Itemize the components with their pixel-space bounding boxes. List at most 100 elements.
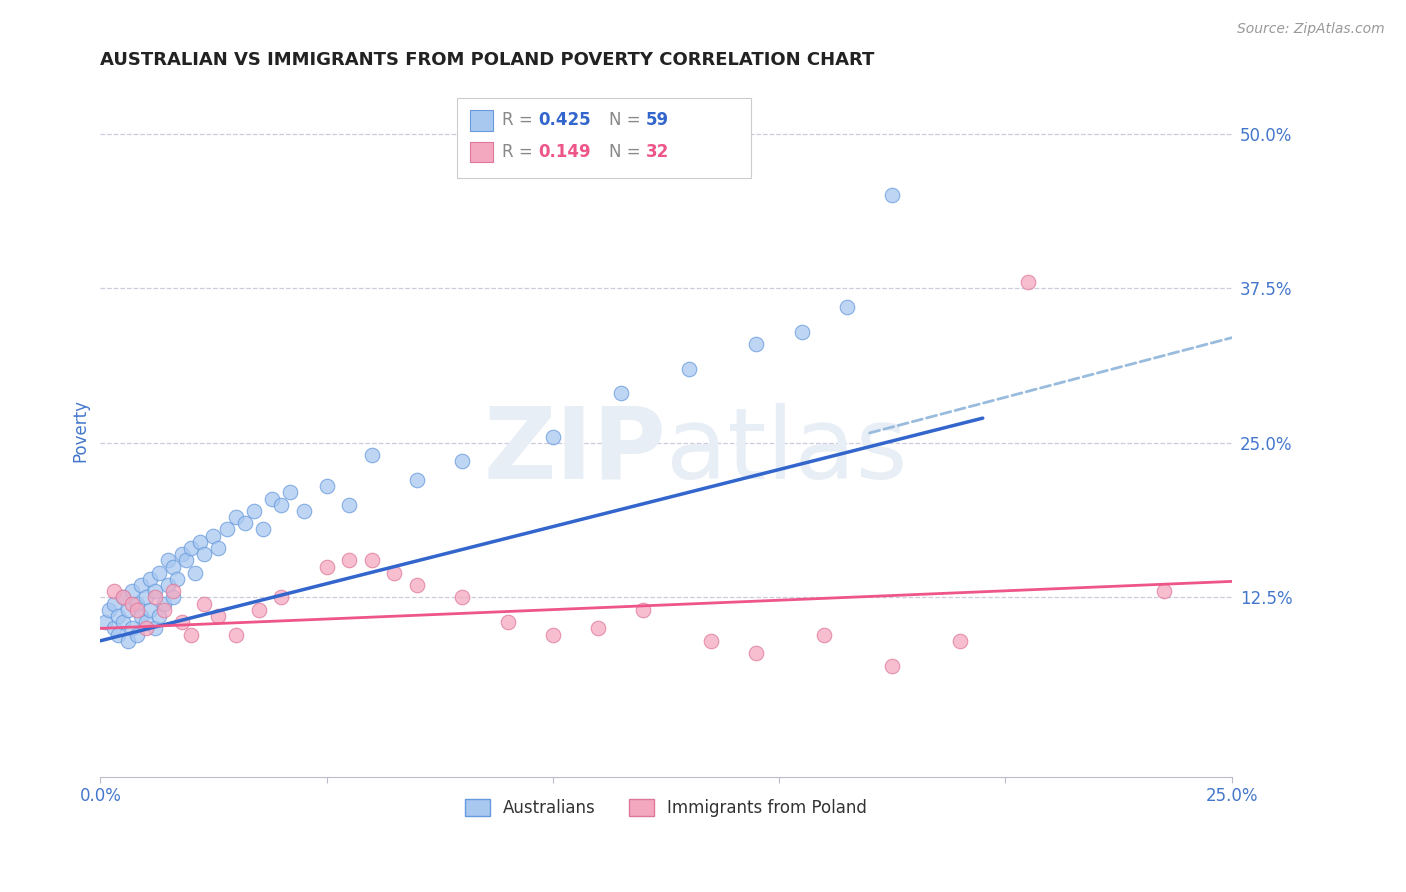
Point xyxy=(252,523,274,537)
Text: atlas: atlas xyxy=(666,403,908,500)
Point xyxy=(609,386,631,401)
Point xyxy=(745,646,768,660)
Point xyxy=(129,609,152,624)
Y-axis label: Poverty: Poverty xyxy=(72,399,89,462)
Point xyxy=(107,609,129,624)
Point xyxy=(125,603,148,617)
Point xyxy=(129,578,152,592)
Point xyxy=(207,609,229,624)
Text: N =: N = xyxy=(609,143,641,161)
Text: R =: R = xyxy=(502,112,533,129)
Point xyxy=(315,559,337,574)
Point xyxy=(103,622,125,636)
Point xyxy=(243,504,266,518)
Text: R =: R = xyxy=(502,143,533,161)
Point xyxy=(233,516,256,531)
Point xyxy=(188,534,211,549)
Point xyxy=(162,559,184,574)
Point xyxy=(152,597,174,611)
Point xyxy=(949,633,972,648)
Point xyxy=(135,615,157,630)
Text: 0.149: 0.149 xyxy=(538,143,591,161)
Point xyxy=(280,485,302,500)
Point xyxy=(143,591,166,605)
Text: 0.425: 0.425 xyxy=(538,112,591,129)
Point xyxy=(162,591,184,605)
Point xyxy=(384,566,406,580)
Text: 59: 59 xyxy=(645,112,669,129)
Point xyxy=(111,591,134,605)
Point xyxy=(170,615,193,630)
Point xyxy=(270,498,292,512)
Point xyxy=(813,627,835,641)
Point xyxy=(541,430,564,444)
Point xyxy=(111,591,134,605)
Point xyxy=(882,658,904,673)
Point xyxy=(157,578,180,592)
Point xyxy=(139,572,162,586)
Point xyxy=(337,498,360,512)
Point xyxy=(835,300,858,314)
Point xyxy=(215,523,238,537)
Point xyxy=(170,547,193,561)
Point xyxy=(176,553,198,567)
Point xyxy=(790,325,813,339)
Point xyxy=(135,622,157,636)
Text: AUSTRALIAN VS IMMIGRANTS FROM POLAND POVERTY CORRELATION CHART: AUSTRALIAN VS IMMIGRANTS FROM POLAND POV… xyxy=(100,51,875,69)
Point xyxy=(103,597,125,611)
Point xyxy=(184,566,207,580)
FancyBboxPatch shape xyxy=(470,110,494,130)
Point xyxy=(98,603,121,617)
Point xyxy=(125,597,148,611)
Text: 32: 32 xyxy=(645,143,669,161)
Point xyxy=(117,633,139,648)
Point xyxy=(103,584,125,599)
Point xyxy=(451,454,474,468)
Point xyxy=(152,603,174,617)
Point xyxy=(678,361,700,376)
Point xyxy=(451,591,474,605)
Point xyxy=(262,491,284,506)
Point xyxy=(121,622,143,636)
Point xyxy=(125,627,148,641)
Point xyxy=(162,584,184,599)
Point xyxy=(202,528,225,542)
Point xyxy=(360,448,382,462)
Point xyxy=(117,603,139,617)
Point xyxy=(157,553,180,567)
Point xyxy=(143,622,166,636)
Point xyxy=(270,591,292,605)
Point xyxy=(121,597,143,611)
Point xyxy=(166,572,188,586)
Point xyxy=(496,615,519,630)
Point xyxy=(1153,584,1175,599)
Point xyxy=(180,541,202,555)
Text: ZIP: ZIP xyxy=(484,403,666,500)
Point xyxy=(745,337,768,351)
Point xyxy=(207,541,229,555)
Point xyxy=(541,627,564,641)
Point xyxy=(111,615,134,630)
Text: Source: ZipAtlas.com: Source: ZipAtlas.com xyxy=(1237,22,1385,37)
Point xyxy=(406,578,429,592)
Legend: Australians, Immigrants from Poland: Australians, Immigrants from Poland xyxy=(458,792,875,824)
Point xyxy=(193,547,215,561)
Point xyxy=(247,603,270,617)
Text: N =: N = xyxy=(609,112,641,129)
Point xyxy=(139,603,162,617)
Point xyxy=(315,479,337,493)
Point xyxy=(148,609,170,624)
Point xyxy=(292,504,315,518)
Point xyxy=(700,633,723,648)
FancyBboxPatch shape xyxy=(470,142,494,162)
Point xyxy=(143,584,166,599)
Point xyxy=(148,566,170,580)
FancyBboxPatch shape xyxy=(457,98,751,178)
Point xyxy=(94,615,117,630)
Point xyxy=(633,603,655,617)
Point xyxy=(586,622,609,636)
Point xyxy=(360,553,382,567)
Point xyxy=(1017,275,1039,289)
Point xyxy=(180,627,202,641)
Point xyxy=(107,627,129,641)
